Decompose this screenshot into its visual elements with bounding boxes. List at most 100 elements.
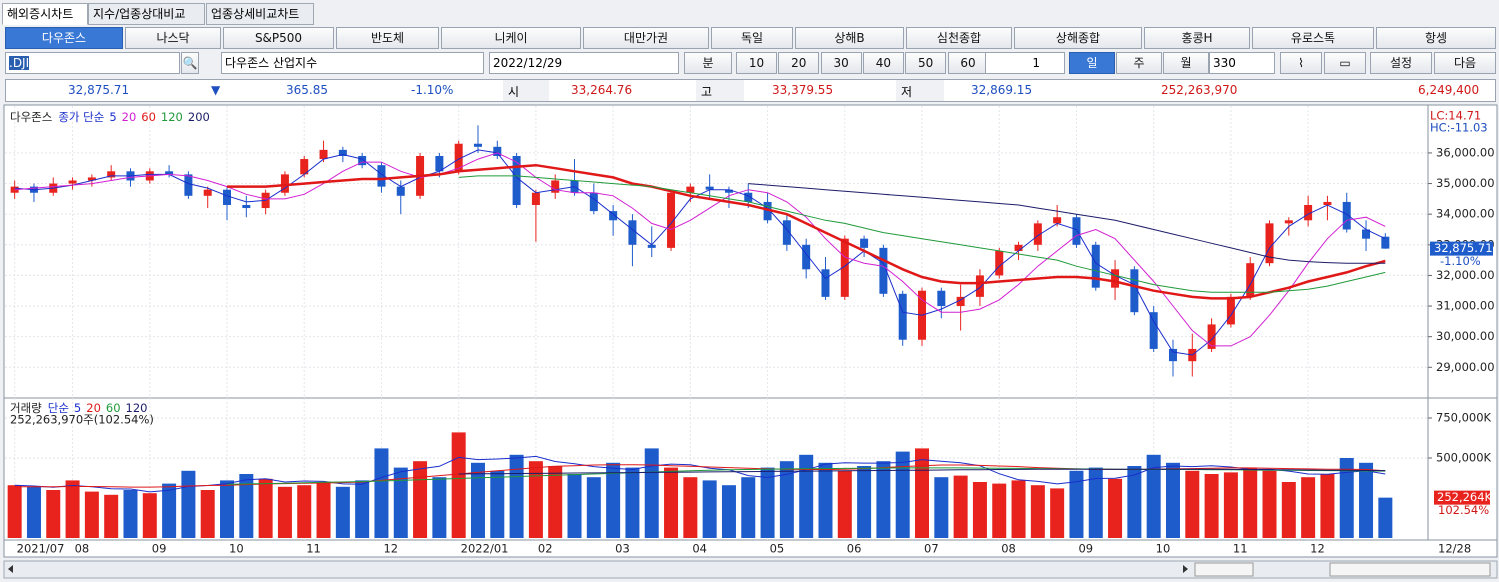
volume-bar	[721, 485, 736, 538]
legend-label: 단순	[48, 401, 69, 415]
y-tick-label: 34,000.00	[1436, 207, 1495, 221]
hc-label: HC:-11.03	[1430, 121, 1488, 135]
x-tick-label: 12	[383, 542, 398, 556]
candle-body	[686, 186, 695, 193]
date-field[interactable]: 2022/12/29	[489, 52, 679, 74]
period-button[interactable]: 월	[1163, 52, 1209, 74]
candle-body	[879, 247, 888, 294]
symbol-input[interactable]: .DJI	[5, 52, 180, 74]
settings-button[interactable]: 설정	[1370, 52, 1432, 74]
unit-button[interactable]: 분	[684, 52, 732, 74]
volume-bar	[702, 480, 717, 538]
volume-bar	[876, 461, 891, 538]
volume-bar	[1339, 458, 1354, 538]
chart-type-button[interactable]: ⌇	[1280, 52, 1322, 74]
volume-bar	[1185, 470, 1200, 538]
index-button[interactable]: 다우존스	[5, 27, 123, 49]
tab[interactable]: 해외증시차트	[2, 3, 88, 25]
search-button[interactable]: 🔍	[181, 52, 199, 74]
candle-body	[782, 220, 791, 245]
volume-bar	[142, 493, 157, 538]
volume-bar	[1378, 497, 1393, 538]
ma-line	[227, 163, 1386, 300]
volume-bar	[837, 470, 852, 538]
tab[interactable]: 업종상세비교차트	[206, 3, 314, 25]
last-change-label: -1.10%	[1440, 254, 1481, 268]
index-button[interactable]: 상해B	[795, 27, 904, 49]
volume-bar	[1262, 470, 1277, 538]
last-volume-box	[1434, 490, 1490, 505]
legend: 다우존스 종가 단순 5 20 60 120 200	[10, 110, 210, 124]
volume-bar	[7, 485, 22, 538]
index-button[interactable]: 항셍	[1376, 27, 1496, 49]
next-button[interactable]: 다음	[1434, 52, 1496, 74]
open: 33,264.76	[571, 83, 633, 97]
scroll-bar[interactable]	[3, 560, 1498, 579]
x-tick-label: 02	[538, 542, 553, 556]
x-tick-label: 08	[75, 542, 90, 556]
candle-body	[937, 290, 946, 307]
candle-body	[840, 238, 849, 297]
x-tick-label: 08	[1001, 542, 1016, 556]
volume-bar	[26, 486, 41, 538]
volume-bar	[181, 470, 196, 538]
volume-bar	[818, 462, 833, 538]
minute-button[interactable]: 60	[947, 52, 989, 74]
index-button[interactable]: S&P500	[223, 27, 334, 49]
minute-button[interactable]: 10	[736, 52, 777, 74]
volume-bar	[1243, 467, 1258, 538]
index-button[interactable]: 반도체	[336, 27, 439, 49]
volume-bar	[972, 482, 987, 538]
index-button[interactable]: 니케이	[441, 27, 581, 49]
legend-entry: 5	[109, 110, 116, 124]
last-price-box	[1430, 241, 1493, 256]
volume-bar	[548, 466, 563, 538]
candle-body	[1091, 244, 1100, 288]
y-tick-label: 31,000.00	[1436, 299, 1495, 313]
scroll-controls[interactable]	[1194, 562, 1254, 577]
x-tick-label: 10	[229, 542, 244, 556]
candle-body	[10, 186, 19, 193]
last-price-label: 32,875.71	[1434, 241, 1493, 255]
minute-button[interactable]: 50	[905, 52, 947, 74]
tab[interactable]: 지수/업종상대비교	[88, 3, 205, 25]
candle-body	[493, 146, 502, 156]
minute-button[interactable]: 20	[778, 52, 820, 74]
index-button[interactable]: 나스닥	[125, 27, 221, 49]
bars-field[interactable]: 330	[1209, 52, 1275, 74]
index-button[interactable]: 유로스톡	[1252, 27, 1374, 49]
x-tick-label: 11	[306, 542, 321, 556]
period-button[interactable]: 주	[1116, 52, 1162, 74]
count-field[interactable]: 1	[985, 52, 1065, 74]
chart-tool-button[interactable]: ▭	[1324, 52, 1366, 74]
volume-bar	[1069, 470, 1084, 538]
volume-bar	[509, 454, 524, 538]
volume-bar	[1223, 472, 1238, 538]
legend-entry: 200	[188, 110, 210, 124]
candle-body	[956, 296, 965, 307]
candle-body	[589, 192, 598, 212]
zoom-controls[interactable]	[1329, 562, 1491, 577]
volume: 252,263,970	[1161, 83, 1238, 97]
index-button[interactable]: 심천종합	[906, 27, 1012, 49]
x-tick-label: 12	[1310, 542, 1325, 556]
volume-bar	[760, 467, 775, 538]
index-button[interactable]: 홍콩H	[1144, 27, 1250, 49]
index-button[interactable]: 상해종합	[1014, 27, 1142, 49]
candle-body	[1207, 324, 1216, 349]
volume-bar	[316, 482, 331, 538]
minute-button[interactable]: 30	[820, 52, 862, 74]
candle-body	[223, 189, 232, 205]
index-button[interactable]: 독일	[711, 27, 793, 49]
change-pct: -1.10%	[411, 83, 454, 97]
open-label: 시	[503, 80, 549, 101]
volume-bar	[1108, 478, 1123, 538]
candle-body	[1342, 201, 1351, 230]
legend-entry: 20	[122, 110, 137, 124]
period-button[interactable]: 일	[1069, 52, 1115, 74]
volume-bar	[644, 448, 659, 538]
name-field: 다우존스 산업지수	[221, 52, 484, 74]
minute-button[interactable]: 40	[862, 52, 904, 74]
index-button[interactable]: 대만가권	[583, 27, 709, 49]
